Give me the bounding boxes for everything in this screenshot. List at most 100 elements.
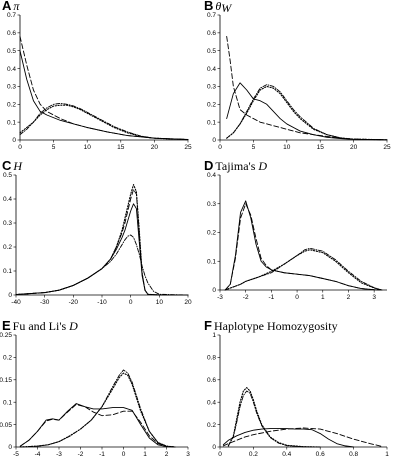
y-tick-label: 0 [8, 444, 12, 451]
x-tick-label: 0 [122, 451, 126, 456]
panel-letter: F [204, 318, 212, 333]
y-tick-label: 0.7 [207, 12, 216, 19]
y-tick-label: 0 [8, 292, 12, 299]
y-tick-label: 0 [212, 444, 216, 451]
y-tick-label: 0.4 [207, 399, 216, 406]
x-tick-label: 10 [84, 144, 92, 151]
series-line-dashed [19, 403, 176, 448]
series-line-dotted [227, 387, 321, 448]
y-tick-label: 0 [212, 137, 216, 144]
series-line-dotted [15, 184, 189, 296]
x-tick-label: 3 [186, 451, 190, 456]
x-tick-label: -5 [13, 451, 19, 456]
x-tick-label: -20 [69, 299, 79, 306]
y-tick-label: 0.3 [3, 220, 12, 227]
x-tick-label: 2 [347, 294, 351, 301]
y-tick-label: 1 [212, 332, 216, 339]
x-tick-label: 2 [165, 451, 169, 456]
y-tick-label: 0.25 [0, 332, 12, 339]
y-tick-label: 0.5 [207, 48, 216, 55]
y-tick-label: 0 [212, 287, 216, 294]
x-tick-label: 5 [252, 144, 256, 151]
x-tick-label: 20 [350, 144, 358, 151]
x-tick-label: -4 [35, 451, 41, 456]
x-tick-label: -3 [56, 451, 62, 456]
panel-title-part: Tajima's [215, 159, 258, 173]
panel-title-part: Fu and Li's [13, 319, 70, 333]
series-line-dashdot [224, 247, 383, 291]
panel-d: D Tajima's D -3 -2 -1 0 1 2 3 0 0.1 0.2 0.3 0.4 [204, 158, 387, 301]
panel-title-part: W [221, 1, 232, 15]
y-tick-label: 0 [12, 137, 16, 144]
series-line-dashdot [15, 234, 189, 296]
series-line-dashed [224, 203, 383, 291]
y-tick-label: 0.15 [0, 377, 12, 384]
panel-letter: C [2, 158, 12, 173]
y-tick-label: 0.8 [207, 355, 216, 362]
x-tick-label: 0 [218, 144, 222, 151]
series-line-solid [19, 50, 189, 140]
y-tick-label: 0.4 [207, 66, 216, 73]
y-tick-label: 0.2 [7, 101, 16, 108]
series-line-dotted [226, 85, 388, 141]
y-tick-label: 0.5 [3, 172, 12, 179]
panel-header: E Fu and Li's D [2, 318, 78, 333]
y-tick-label: 0.3 [7, 84, 16, 91]
y-tick-label: 0.1 [207, 119, 216, 126]
x-tick-label: 0.4 [282, 451, 291, 456]
x-tick-label: 1 [385, 451, 389, 456]
x-tick-label: 10 [156, 299, 164, 306]
series-line-dashed [19, 35, 189, 140]
y-tick-label: 0.3 [207, 84, 216, 91]
x-tick-label: -1 [268, 294, 274, 301]
x-tick-label: 20 [151, 144, 159, 151]
panel-title-part: π [13, 0, 20, 13]
y-tick-label: 0.05 [0, 422, 12, 429]
series-line-dashdot [19, 369, 176, 448]
y-tick-label: 0.5 [7, 48, 16, 55]
panel-title-part: θ [215, 0, 221, 13]
x-tick-label: 0 [218, 451, 222, 456]
x-tick-label: -1 [99, 451, 105, 456]
y-tick-label: 0.6 [207, 30, 216, 37]
panel-title-part: D [68, 319, 78, 333]
y-tick-label: 0.7 [7, 12, 16, 19]
y-tick-label: 0.2 [3, 355, 12, 362]
series-line-solid [224, 200, 383, 291]
x-tick-label: 3 [372, 294, 376, 301]
panel-f: F Haplotype Homozygosity 0 0.2 0.4 0.6 0.8 1 0 0.… [204, 318, 389, 456]
x-tick-label: 0 [18, 144, 22, 151]
x-tick-label: 25 [383, 144, 391, 151]
series-line-dashdot [19, 102, 189, 141]
y-tick-label: 0.1 [3, 268, 12, 275]
series-line-dashdot [227, 390, 321, 448]
x-tick-label: 0.8 [349, 451, 358, 456]
y-tick-label: 0.4 [7, 66, 16, 73]
series-line-dashed [15, 188, 189, 296]
series-line-dotted [19, 372, 176, 448]
y-tick-label: 0.2 [207, 230, 216, 237]
x-tick-label: -40 [11, 299, 21, 306]
x-tick-label: 0 [129, 299, 133, 306]
panel-title-part: H [12, 159, 23, 173]
y-tick-label: 0.4 [207, 172, 216, 179]
y-tick-label: 0.1 [7, 119, 16, 126]
y-tick-label: 0.2 [207, 101, 216, 108]
series-line-dotted [19, 104, 189, 141]
x-tick-label: 25 [184, 144, 192, 151]
panel-header: F Haplotype Homozygosity [204, 318, 338, 333]
panel-title-part: D [257, 159, 267, 173]
x-tick-label: 0 [295, 294, 299, 301]
x-tick-label: 15 [317, 144, 325, 151]
panel-header: D Tajima's D [204, 158, 267, 173]
series-line-dashdot [226, 84, 388, 141]
series-line-dashed [222, 427, 383, 447]
y-tick-label: 0.3 [207, 201, 216, 208]
x-tick-label: 5 [52, 144, 56, 151]
x-tick-label: 1 [143, 451, 147, 456]
